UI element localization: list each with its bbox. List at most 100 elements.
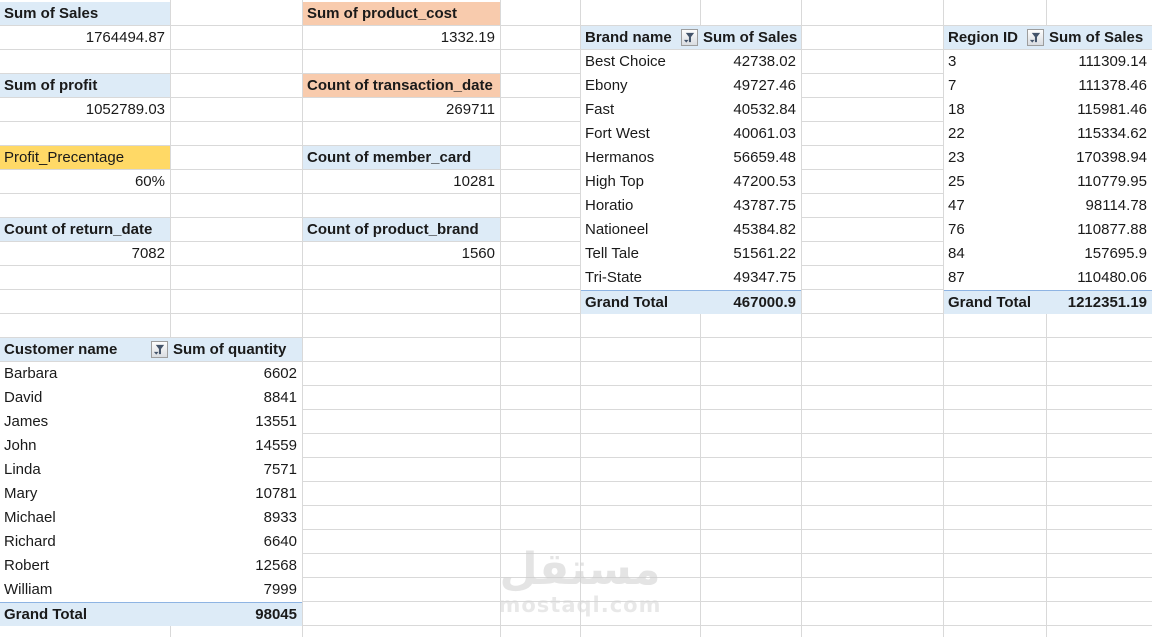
header-customer-name[interactable]: Customer name [0, 338, 170, 361]
kpi-sum-of-sales-value[interactable]: 1764494.87 [85, 29, 165, 46]
row-value-cell[interactable]: 49347.75 [733, 269, 796, 286]
row-value-cell[interactable]: 6640 [263, 533, 297, 550]
kpi-profit-precentage-value[interactable]: 60% [134, 173, 165, 190]
kpi-sum-of-product-cost-label[interactable]: Sum of product_cost [303, 2, 500, 25]
row-value-cell[interactable]: 6602 [263, 365, 297, 382]
row-label-cell[interactable]: 25 [948, 173, 965, 190]
table-row: 25 110779.95 [944, 170, 1152, 194]
row-value-cell[interactable]: 12568 [255, 557, 297, 574]
row-value-cell[interactable]: 56659.48 [733, 149, 796, 166]
row-label-cell[interactable]: Ebony [585, 77, 628, 94]
kpi-count-of-product-brand-label[interactable]: Count of product_brand [303, 218, 500, 241]
row-value-cell[interactable]: 115334.62 [1077, 125, 1147, 142]
kpi-sum-of-profit-value[interactable]: 1052789.03 [85, 101, 165, 118]
kpi-sum-of-product-cost-value[interactable]: 1332.19 [440, 29, 495, 46]
gridline [580, 0, 581, 637]
row-label-cell[interactable]: 76 [948, 221, 965, 238]
grand-total-row[interactable]: Grand Total 98045 [0, 602, 302, 626]
row-value-cell[interactable]: 47200.53 [733, 173, 796, 190]
row-label-cell[interactable]: 84 [948, 245, 965, 262]
row-value-cell[interactable]: 43787.75 [733, 197, 796, 214]
row-label-cell[interactable]: Richard [4, 533, 56, 550]
header-brand-name[interactable]: Brand name [581, 26, 700, 49]
row-label-cell[interactable]: Mary [4, 485, 38, 502]
row-label-cell[interactable]: Best Choice [585, 53, 666, 70]
row-label-cell[interactable]: 23 [948, 149, 965, 166]
row-value-cell[interactable]: 13551 [255, 413, 297, 430]
row-value-cell[interactable]: 40532.84 [733, 101, 796, 118]
row-value-cell[interactable]: 7999 [263, 581, 297, 598]
kpi-count-of-member-card-label[interactable]: Count of member_card [303, 146, 500, 169]
kpi-count-of-transaction-date-label[interactable]: Count of transaction_date [303, 74, 500, 97]
row-label-cell[interactable]: William [4, 581, 53, 598]
filter-icon[interactable] [1027, 29, 1044, 46]
row-value-cell[interactable]: 45384.82 [733, 221, 796, 238]
row-value-cell[interactable]: 110480.06 [1077, 269, 1147, 286]
row-value-cell[interactable]: 51561.22 [733, 245, 796, 262]
row-value-cell[interactable]: 49727.46 [733, 77, 796, 94]
header-label: Customer name [4, 341, 118, 358]
filter-icon[interactable] [681, 29, 698, 46]
row-label-cell[interactable]: Linda [4, 461, 41, 478]
row-label-cell[interactable]: Horatio [585, 197, 634, 214]
grand-total-row[interactable]: Grand Total 467000.9 [581, 290, 801, 314]
row-label-cell[interactable]: 7 [948, 77, 957, 94]
row-label-cell[interactable]: 3 [948, 53, 957, 70]
row-label-cell[interactable]: Hermanos [585, 149, 655, 166]
row-label-cell[interactable]: 18 [948, 101, 965, 118]
row-label-cell[interactable]: 87 [948, 269, 965, 286]
kpi-count-of-member-card-value[interactable]: 10281 [453, 173, 495, 190]
row-value-cell[interactable]: 10781 [255, 485, 297, 502]
header-sum-of-sales[interactable]: Sum of Sales [1049, 29, 1144, 46]
row-value-cell[interactable]: 110779.95 [1077, 173, 1147, 190]
kpi-profit-precentage-label[interactable]: Profit_Precentage [0, 146, 170, 169]
row-label-cell[interactable]: Robert [4, 557, 50, 574]
row-label-cell[interactable]: High Top [585, 173, 644, 190]
row-value-cell[interactable]: 8933 [263, 509, 297, 526]
gridline [801, 0, 802, 637]
kpi-count-of-product-brand-value[interactable]: 1560 [461, 245, 495, 262]
row-label-cell[interactable]: Nationeel [585, 221, 649, 238]
row-label-cell[interactable]: Tri-State [585, 269, 642, 286]
row-label-cell[interactable]: Tell Tale [585, 245, 639, 262]
kpi-count-of-return-date-label[interactable]: Count of return_date [0, 218, 170, 241]
row-value-cell[interactable]: 157695.9 [1084, 245, 1147, 262]
row-label-cell[interactable]: 22 [948, 125, 965, 142]
table-row: Fort West 40061.03 [581, 122, 801, 146]
row-value-cell[interactable]: 111378.46 [1078, 77, 1147, 94]
kpi-sum-of-profit-label[interactable]: Sum of profit [0, 74, 170, 97]
gridline [1046, 0, 1047, 637]
header-sum-of-sales[interactable]: Sum of Sales [703, 29, 798, 46]
gridline [943, 0, 944, 637]
row-value-cell[interactable]: 170398.94 [1076, 149, 1147, 166]
row-value-cell[interactable]: 40061.03 [733, 125, 796, 142]
header-sum-of-quantity[interactable]: Sum of quantity [173, 341, 287, 358]
row-value-cell[interactable]: 115981.46 [1077, 101, 1147, 118]
row-value-cell[interactable]: 98114.78 [1085, 197, 1147, 214]
header-region-id[interactable]: Region ID [944, 26, 1046, 49]
filter-icon[interactable] [151, 341, 168, 358]
table-row: Barbara 6602 [0, 362, 302, 386]
row-value-cell[interactable]: 7571 [263, 461, 297, 478]
row-label-cell[interactable]: James [4, 413, 49, 430]
kpi-count-of-return-date-value[interactable]: 7082 [131, 245, 165, 262]
grand-total-row[interactable]: Grand Total 1212351.19 [944, 290, 1152, 314]
row-label-cell[interactable]: 47 [948, 197, 965, 214]
row-label-cell[interactable]: David [4, 389, 43, 406]
row-value-cell[interactable]: 110877.88 [1077, 221, 1147, 238]
row-value-cell[interactable]: 42738.02 [733, 53, 796, 70]
row-value-cell[interactable]: 14559 [255, 437, 297, 454]
table-body: 3 111309.14 7 111378.46 18 115981.46 22 115334.… [944, 50, 1152, 290]
table-row: Mary 10781 [0, 482, 302, 506]
row-label-cell[interactable]: Barbara [4, 365, 58, 382]
row-label-cell[interactable]: Michael [4, 509, 56, 526]
row-label-cell[interactable]: John [4, 437, 37, 454]
row-label-cell[interactable]: Fort West [585, 125, 650, 142]
row-value-cell[interactable]: 8841 [263, 389, 297, 406]
kpi-count-of-transaction-date-value[interactable]: 269711 [446, 101, 495, 118]
row-label-cell[interactable]: Fast [585, 101, 615, 118]
table-row: 7 111378.46 [944, 74, 1152, 98]
kpi-sum-of-sales-label[interactable]: Sum of Sales [0, 2, 170, 25]
row-value-cell[interactable]: 111309.14 [1078, 53, 1147, 70]
table-row: Horatio 43787.75 [581, 194, 801, 218]
